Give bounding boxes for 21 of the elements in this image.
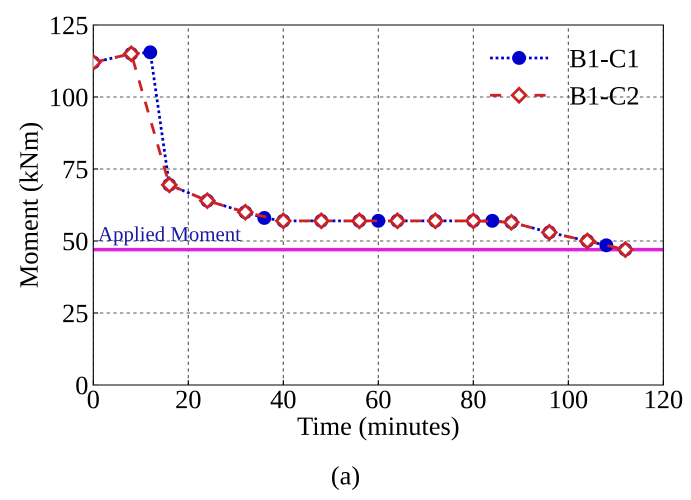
point (143, 45, 158, 60)
x-tick-label: 60 (366, 390, 391, 408)
y-tick-label: 75 (64, 160, 88, 178)
x-tick-label: 40 (270, 390, 296, 408)
legend-label: B1-C1 (570, 50, 638, 68)
legend-label: B1-C2 (570, 87, 638, 105)
x-tick-label: 20 (176, 390, 200, 408)
text: (a) (332, 466, 359, 490)
x-tick-label: 0 (88, 390, 99, 408)
x-tick-label: 120 (646, 390, 682, 408)
y-tick-label: 125 (51, 16, 88, 34)
y-axis-title: Moment (kNm) (19, 122, 44, 288)
y-tick-label: 25 (63, 304, 88, 322)
y-tick-label: 0 (76, 376, 88, 394)
ref-line-label: Applied Moment (98, 226, 241, 246)
y-tick-label: 100 (51, 88, 88, 106)
x-tick-label: 80 (461, 390, 486, 408)
x-axis-title: Time (minutes) (298, 416, 458, 440)
point (485, 214, 500, 228)
x-tick-label: 100 (550, 390, 588, 408)
y-tick-label: 50 (64, 232, 88, 250)
